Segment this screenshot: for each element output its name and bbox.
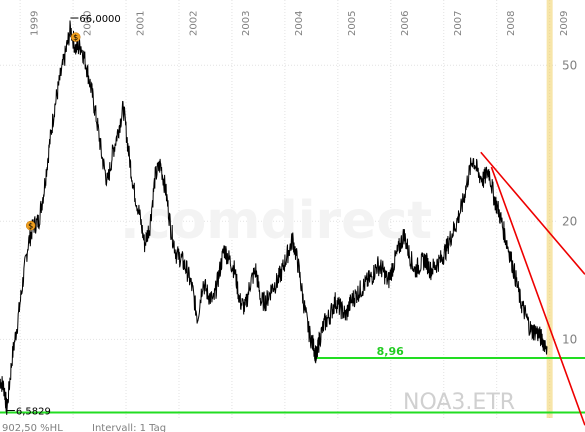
price-line <box>0 20 548 415</box>
dividend-symbol-1: $ <box>28 222 33 231</box>
high-label: 66,0000 <box>79 14 120 25</box>
trendlines <box>480 151 585 426</box>
low-label: 6,5829 <box>16 407 51 418</box>
footer-scale: 902,50 %HL <box>2 423 63 432</box>
y-tick-label-20: 20 <box>562 214 577 228</box>
current-year-marker <box>546 0 553 418</box>
x-tick-label-2001: 2001 <box>135 11 146 36</box>
x-tick-label-2009: 2009 <box>559 11 570 36</box>
footer-interval: Intervall: 1 Tag <box>92 423 166 432</box>
price-series <box>0 20 548 415</box>
x-tick-label-2004: 2004 <box>294 11 305 36</box>
dividend-symbol-2: $ <box>73 33 78 42</box>
dividend-markers: $$ <box>25 32 81 231</box>
dividend-marker-2 <box>70 32 81 42</box>
x-tick-label-2007: 2007 <box>453 11 464 36</box>
dividend-marker-1 <box>25 220 36 231</box>
x-tick-label-2000: 2000 <box>82 11 93 36</box>
trendline-1 <box>480 151 585 275</box>
y-axis-labels: 10 20 50 <box>562 58 577 346</box>
x-axis-labels: 1999 2000 2001 2002 2003 2004 2005 2006 2007 2008… <box>29 11 570 36</box>
y-tick-label-10: 10 <box>562 332 577 346</box>
support-lines <box>0 357 585 414</box>
year-marker-band <box>546 0 553 418</box>
x-tick-label-2006: 2006 <box>400 11 411 36</box>
trendline-2 <box>490 166 585 426</box>
x-tick-label-2003: 2003 <box>241 11 252 36</box>
support-label: 8,96 <box>377 345 404 358</box>
x-tick-label-1999: 1999 <box>29 11 40 36</box>
gridlines <box>0 0 556 418</box>
ticker-label: NOA3.ETR <box>403 390 515 415</box>
y-tick-label-50: 50 <box>562 58 577 72</box>
extreme-labels: 66,0000 6,5829 8,96 <box>6 14 404 418</box>
x-tick-label-2005: 2005 <box>347 11 358 36</box>
x-tick-label-2002: 2002 <box>188 11 199 36</box>
x-tick-label-2008: 2008 <box>506 11 517 36</box>
